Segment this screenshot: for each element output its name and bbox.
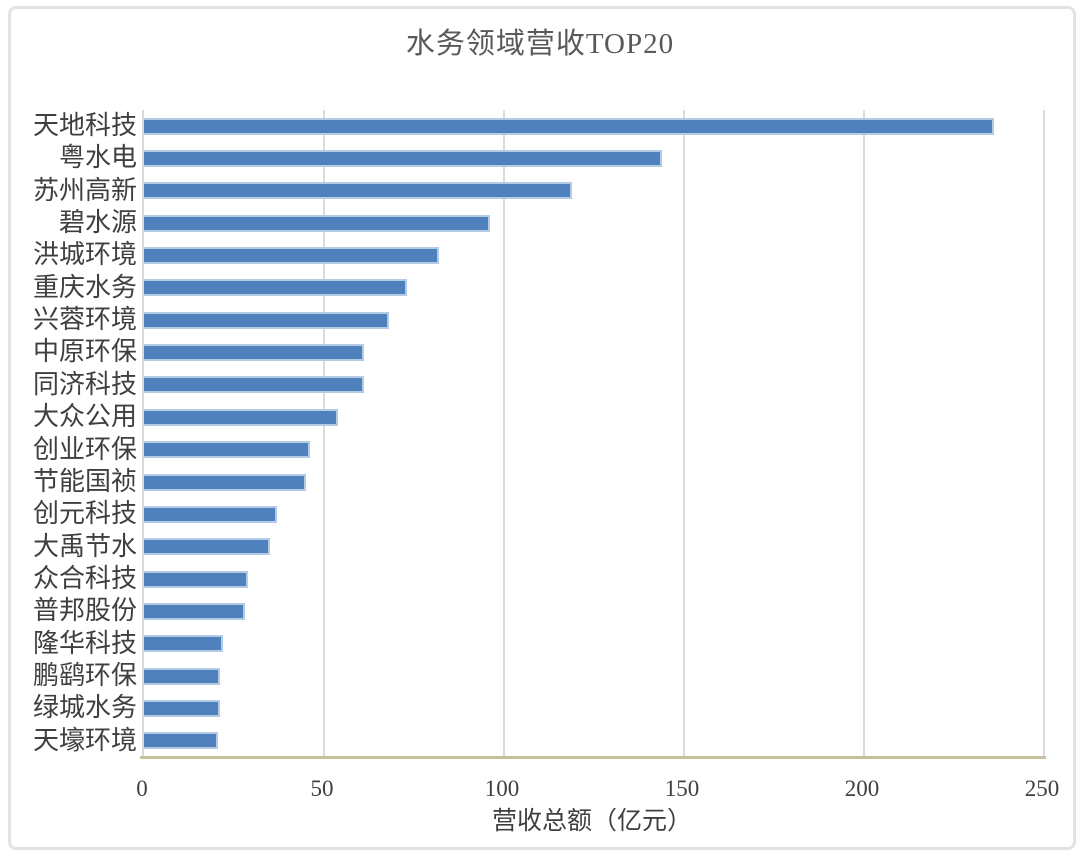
bar <box>144 247 440 265</box>
bar <box>144 311 389 329</box>
plot-area <box>142 110 1045 757</box>
x-tick-label: 250 <box>1024 776 1060 801</box>
y-axis-label: 兴蓉环境 <box>32 305 137 335</box>
y-axis-label: 众合科技 <box>32 563 137 593</box>
y-axis-label: 大禹节水 <box>32 531 137 561</box>
y-axis-label: 天地科技 <box>32 111 137 140</box>
x-axis-title: 营收总额（亿元） <box>491 808 692 835</box>
y-axis-label: 创业环保 <box>32 434 137 464</box>
y-axis-label: 重庆水务 <box>32 272 137 302</box>
x-tick-label: 150 <box>664 776 700 801</box>
y-axis-label: 绿城水务 <box>32 693 137 723</box>
gridline <box>323 110 325 757</box>
x-axis-line <box>140 756 1046 759</box>
bar <box>144 214 490 232</box>
y-axis-label: 中原环保 <box>32 337 137 367</box>
y-axis-label: 同济科技 <box>32 369 137 399</box>
y-axis-label: 天壕环境 <box>32 725 137 755</box>
gridline <box>1043 110 1045 757</box>
bar <box>144 117 994 135</box>
y-axis-label: 创元科技 <box>32 499 137 529</box>
y-axis-label: 洪城环境 <box>32 240 137 270</box>
bar <box>144 473 306 491</box>
bar <box>144 570 249 588</box>
y-axis-label: 节能国祯 <box>32 466 137 496</box>
bar <box>144 441 310 459</box>
bar <box>144 150 663 168</box>
gridline <box>863 110 865 757</box>
bar <box>144 182 573 200</box>
bar <box>144 279 407 297</box>
bar <box>144 505 278 523</box>
y-axis-label: 粤水电 <box>58 143 137 173</box>
y-axis-label: 碧水源 <box>58 208 137 238</box>
x-tick-label: 0 <box>136 776 148 801</box>
bar <box>144 667 220 685</box>
chart-title: 水务领域营收TOP20 <box>405 28 675 60</box>
gridline <box>683 110 685 757</box>
y-axis-label: 鹏鹞环保 <box>32 660 137 690</box>
bar <box>144 602 245 620</box>
x-tick-label: 50 <box>310 776 334 801</box>
bar <box>144 538 270 556</box>
bar <box>144 635 224 653</box>
bar <box>144 732 218 750</box>
y-axis-label: 大众公用 <box>32 402 137 432</box>
x-tick-label: 200 <box>844 776 880 801</box>
y-axis-label: 苏州高新 <box>32 175 137 205</box>
bar <box>144 344 364 362</box>
bar <box>144 376 364 394</box>
bar <box>144 408 339 426</box>
y-axis-label: 普邦股份 <box>32 596 137 626</box>
bar <box>144 699 220 717</box>
x-tick-label: 100 <box>484 776 520 801</box>
gridline <box>503 110 505 757</box>
y-axis-label: 隆华科技 <box>32 628 137 658</box>
